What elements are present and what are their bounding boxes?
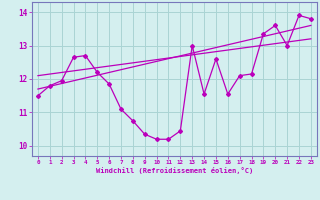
X-axis label: Windchill (Refroidissement éolien,°C): Windchill (Refroidissement éolien,°C) bbox=[96, 167, 253, 174]
